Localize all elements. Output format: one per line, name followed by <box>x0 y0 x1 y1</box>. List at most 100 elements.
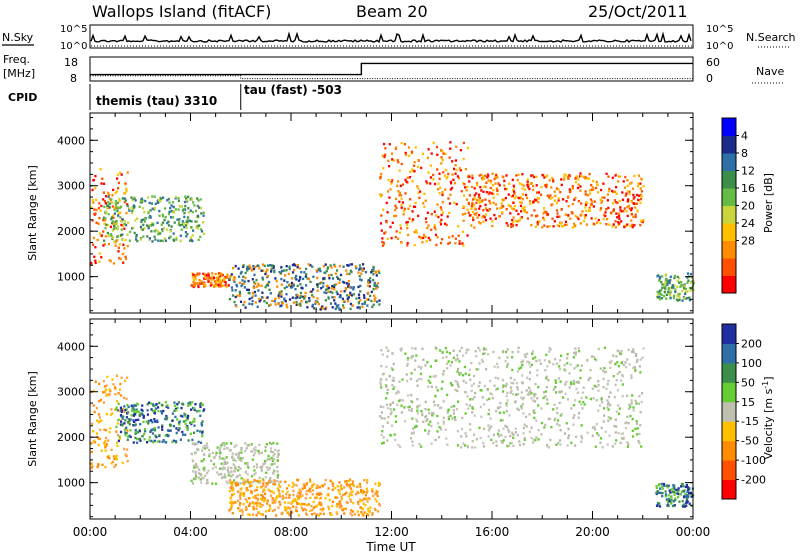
echo-cell <box>99 167 102 171</box>
echo-cell <box>565 200 568 203</box>
echo-cell <box>363 294 366 297</box>
echo-cell <box>180 205 183 208</box>
echo-cell <box>395 206 398 210</box>
echo-cell <box>315 269 318 272</box>
echo-cell <box>116 173 119 176</box>
echo-cell <box>347 264 350 267</box>
echo-cell <box>184 204 187 208</box>
echo-cell <box>613 396 616 399</box>
echo-cell <box>267 454 270 458</box>
echo-cell <box>280 271 283 275</box>
echo-cell <box>677 492 680 496</box>
echo-cell <box>670 286 674 289</box>
echo-cell <box>331 306 334 309</box>
echo-cell <box>269 447 272 450</box>
echo-cell <box>429 375 432 378</box>
echo-cell <box>262 479 265 482</box>
echo-cell <box>533 393 536 396</box>
echo-cell <box>176 218 179 221</box>
echo-cell <box>496 362 499 366</box>
echo-cell <box>598 404 602 407</box>
echo-cell <box>221 457 224 460</box>
echo-cell <box>124 379 127 382</box>
echo-cell <box>183 412 186 416</box>
echo-cell <box>405 373 408 376</box>
echo-cell <box>185 226 188 230</box>
echo-cell <box>403 207 406 211</box>
echo-cell <box>440 208 443 211</box>
echo-cell <box>299 278 302 281</box>
echo-cell <box>338 490 341 493</box>
echo-cell <box>281 497 284 500</box>
echo-cell <box>302 277 305 281</box>
echo-cell <box>477 384 480 388</box>
echo-cell <box>500 440 503 443</box>
echo-cell <box>170 210 173 213</box>
echo-cell <box>290 281 294 285</box>
echo-cell <box>341 280 344 284</box>
echo-cell <box>277 296 280 299</box>
echo-cell <box>606 217 609 221</box>
echo-cell <box>184 415 187 418</box>
echo-cell <box>268 509 271 512</box>
echo-cell <box>332 484 335 487</box>
echo-cell <box>372 265 375 269</box>
cpid-row: CPID themis (tau) 3310 tau (fast) -503 <box>8 83 342 110</box>
echo-cell <box>483 403 486 406</box>
echo-cell <box>304 291 307 295</box>
echo-cell <box>534 215 538 218</box>
echo-cell <box>486 173 489 176</box>
echo-cell <box>572 416 575 419</box>
echo-cell <box>301 487 304 490</box>
echo-cell <box>229 471 232 474</box>
echo-cell <box>689 491 692 494</box>
echo-cell <box>314 496 317 500</box>
echo-cell <box>389 188 392 191</box>
echo-cell <box>259 512 262 516</box>
echo-cell <box>275 279 278 283</box>
echo-cell <box>449 364 452 367</box>
echo-cell <box>255 285 258 288</box>
echo-cell <box>259 479 262 483</box>
echo-cell <box>530 174 533 177</box>
echo-cell <box>151 410 155 413</box>
y-tick-label: 4000 <box>57 134 85 147</box>
echo-cell <box>497 429 500 432</box>
echo-cell <box>295 278 298 281</box>
echo-cell <box>400 241 403 244</box>
echo-cell <box>630 350 634 353</box>
echo-cell <box>342 509 345 512</box>
echo-cell <box>108 206 111 209</box>
echo-cell <box>111 229 114 232</box>
echo-cell <box>459 169 462 172</box>
echo-cell <box>123 410 126 414</box>
echo-cell <box>142 414 145 418</box>
echo-cell <box>523 208 526 211</box>
echo-cell <box>177 199 180 202</box>
echo-cell <box>140 220 143 224</box>
echo-cell <box>197 199 200 202</box>
echo-cell <box>95 432 98 435</box>
echo-cell <box>278 500 281 504</box>
echo-cell <box>532 438 535 441</box>
echo-cell <box>487 353 490 356</box>
echo-cell <box>221 284 224 287</box>
echo-cell <box>521 374 524 377</box>
echo-cell <box>338 265 342 268</box>
echo-cell <box>117 250 120 253</box>
echo-cell <box>313 512 316 515</box>
echo-cell <box>244 462 247 465</box>
echo-cell <box>250 490 253 494</box>
echo-cell <box>184 208 187 211</box>
echo-cell <box>268 490 272 493</box>
echo-cell <box>166 199 169 202</box>
echo-cell <box>334 272 337 275</box>
echo-cell <box>270 480 273 483</box>
echo-cell <box>420 377 423 381</box>
echo-cell <box>579 376 582 380</box>
echo-cell <box>487 429 490 432</box>
echo-cell <box>220 443 223 447</box>
echo-cell <box>615 379 618 382</box>
echo-cell <box>185 426 188 429</box>
echo-cell <box>471 411 474 414</box>
